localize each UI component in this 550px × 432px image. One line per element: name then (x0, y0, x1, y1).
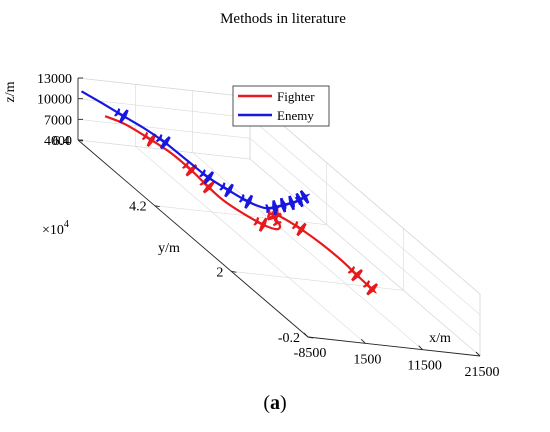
side-wall-gridline (249, 158, 481, 357)
y-tick-label: 4.2 (129, 200, 147, 215)
enemy-aircraft-marker (155, 134, 171, 150)
figure-caption: (a) (263, 392, 287, 414)
x-tick-label: 1500 (353, 352, 381, 367)
y-tick-label: 2 (216, 265, 223, 280)
enemy-aircraft-marker (273, 197, 290, 213)
box-edge (77, 77, 251, 98)
x-tick-label: 11500 (407, 359, 441, 374)
floor-gridline (231, 271, 404, 291)
floor-gridline (192, 152, 423, 350)
side-wall-gridline (249, 138, 481, 336)
y-axis-line (77, 139, 309, 338)
x-axis-line (307, 336, 481, 357)
z-tick-label: 4000 (44, 134, 72, 149)
box-edge (249, 96, 481, 295)
fighter-aircraft-marker (141, 131, 157, 147)
z-tick-label: 13000 (37, 72, 72, 87)
legend-label-enemy: Enemy (277, 108, 314, 123)
z-tick-label: 7000 (44, 113, 72, 128)
legend-box (232, 85, 330, 127)
chart-title: Methods in literature (220, 11, 346, 27)
z-tick-label: 10000 (37, 93, 72, 108)
floor-gridline (135, 146, 366, 344)
series-layer (80, 90, 379, 296)
x-tick-label: -8500 (294, 346, 327, 361)
series-line-fighter (104, 115, 373, 290)
side-wall-gridline (249, 117, 481, 315)
fighter-aircraft-marker (181, 161, 198, 177)
fighter-aircraft-marker (253, 216, 269, 232)
enemy-aircraft-marker (238, 194, 255, 209)
y-tick (307, 336, 314, 339)
y-tick (154, 205, 160, 208)
fighter-aircraft-marker (362, 280, 379, 296)
enemy-aircraft-marker (219, 182, 235, 198)
back-wall-gridline (77, 98, 251, 118)
x-axis-label: x/m (429, 331, 451, 346)
y-tick-label: 6.4 (53, 134, 71, 149)
legend-label-fighter: Fighter (277, 89, 315, 104)
x-tick (475, 351, 481, 357)
back-wall-gridline (77, 119, 251, 139)
y-axis-exponent: ×104 (42, 219, 69, 238)
floor-gridline (154, 205, 327, 225)
x-tick (418, 345, 423, 350)
y-axis-label: y/m (158, 241, 180, 256)
z-axis-label: z/m (3, 81, 18, 102)
y-tick (231, 270, 237, 273)
fighter-aircraft-marker (291, 220, 307, 237)
enemy-aircraft-marker (199, 169, 215, 185)
x-tick (303, 332, 309, 338)
x-tick-label: 21500 (465, 365, 500, 380)
enemy-aircraft-marker (114, 108, 130, 124)
y-tick-label: -0.2 (278, 331, 300, 346)
enemy-aircraft-marker (265, 200, 281, 215)
back-wall-gridline (77, 139, 251, 160)
fighter-aircraft-marker (347, 266, 363, 282)
legend: Fighter Enemy (232, 85, 330, 127)
enemy-aircraft-marker (294, 190, 310, 206)
axes-grid (77, 77, 481, 357)
caption-letter: a (270, 392, 280, 414)
x-tick (361, 339, 366, 344)
